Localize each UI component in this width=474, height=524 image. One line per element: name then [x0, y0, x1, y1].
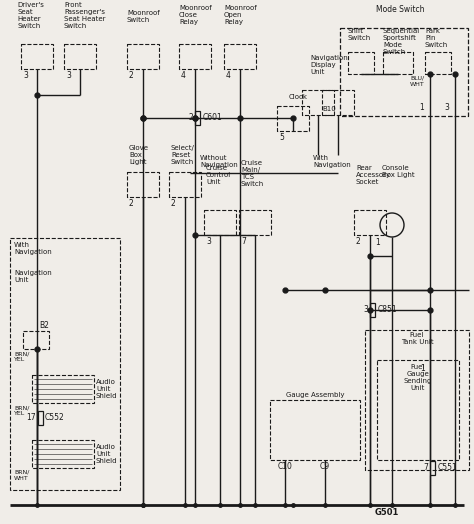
Text: G501: G501	[375, 508, 400, 517]
Text: Cruise
Control
Unit: Cruise Control Unit	[206, 165, 231, 185]
Text: BLU/
WHT: BLU/ WHT	[410, 76, 425, 87]
Bar	[64, 44, 96, 69]
Text: Without
Navigation: Without Navigation	[200, 155, 238, 168]
Bar	[348, 52, 374, 74]
Text: Sequential
Sportshift
Mode
Switch: Sequential Sportshift Mode Switch	[383, 28, 420, 55]
Text: Audio
Unit
Shield: Audio Unit Shield	[96, 444, 118, 464]
Text: C9: C9	[320, 462, 330, 471]
Text: BRN/
YEL: BRN/ YEL	[14, 351, 29, 362]
Bar	[354, 210, 386, 235]
Text: With
Navigation: With Navigation	[14, 242, 52, 255]
Text: Moonroof
Switch: Moonroof Switch	[127, 10, 160, 23]
Text: Driver's
Seat
Heater
Switch: Driver's Seat Heater Switch	[17, 2, 44, 29]
Bar	[179, 44, 211, 69]
Text: C551: C551	[438, 464, 457, 473]
Bar	[430, 461, 436, 475]
Text: Console
Box Light: Console Box Light	[382, 165, 415, 178]
Text: C10: C10	[278, 462, 293, 471]
Bar	[239, 210, 271, 235]
Bar	[425, 52, 451, 74]
Text: 3: 3	[23, 71, 28, 80]
Bar	[32, 375, 94, 403]
Text: C601: C601	[202, 114, 222, 123]
Bar	[340, 28, 468, 116]
Bar	[377, 360, 459, 460]
Text: Clock: Clock	[289, 94, 308, 100]
Text: Shift
Switch: Shift Switch	[348, 28, 371, 41]
Text: Navigation
Display
Unit: Navigation Display Unit	[310, 55, 348, 75]
Bar	[127, 172, 159, 197]
Text: C552: C552	[45, 413, 64, 422]
Bar	[127, 44, 159, 69]
Text: Rear
Accessory
Socket: Rear Accessory Socket	[356, 165, 391, 185]
Bar	[21, 44, 53, 69]
Text: C851: C851	[377, 305, 397, 314]
Text: Audio
Unit
Shield: Audio Unit Shield	[96, 379, 118, 399]
Text: 2: 2	[129, 199, 134, 208]
Bar	[32, 440, 94, 468]
Text: BRN/
YEL: BRN/ YEL	[14, 405, 29, 416]
Bar	[270, 400, 360, 460]
Text: 2: 2	[189, 114, 193, 123]
Text: 5: 5	[279, 133, 284, 142]
Text: 7: 7	[424, 464, 428, 473]
Text: Front
Passenger's
Seat Heater
Switch: Front Passenger's Seat Heater Switch	[64, 2, 106, 29]
Text: Select/
Reset
Switch: Select/ Reset Switch	[171, 145, 195, 165]
Bar	[371, 303, 375, 317]
Bar	[277, 106, 309, 131]
Text: 17: 17	[26, 413, 36, 422]
Text: 2: 2	[129, 71, 134, 80]
Bar	[322, 90, 354, 115]
Bar	[169, 172, 201, 197]
Text: 4: 4	[181, 71, 186, 80]
Text: B2: B2	[39, 321, 49, 330]
Text: 1: 1	[420, 364, 425, 373]
Text: 4: 4	[226, 71, 231, 80]
Text: Gauge Assembly: Gauge Assembly	[286, 392, 344, 398]
Text: 2: 2	[356, 237, 361, 246]
Text: BRN/
WHT: BRN/ WHT	[14, 470, 29, 481]
Text: Moonroof
Open
Relay: Moonroof Open Relay	[224, 5, 257, 25]
Text: 3: 3	[66, 71, 71, 80]
Text: Fuel
Gauge
Sending
Unit: Fuel Gauge Sending Unit	[404, 364, 432, 391]
Text: 7: 7	[241, 237, 246, 246]
Text: 1: 1	[419, 103, 424, 112]
Text: B10: B10	[322, 106, 336, 112]
Text: 1: 1	[375, 238, 380, 247]
Bar	[302, 90, 334, 115]
Text: Mode Switch: Mode Switch	[376, 5, 424, 14]
Bar	[23, 331, 49, 349]
Text: Glove
Box
Light: Glove Box Light	[129, 145, 149, 165]
Text: 3: 3	[206, 237, 211, 246]
Text: 2: 2	[171, 199, 176, 208]
Text: Cruise
Main/
TCS
Switch: Cruise Main/ TCS Switch	[241, 160, 264, 187]
Text: Fuel
Tank Unit: Fuel Tank Unit	[401, 332, 433, 345]
Text: 3: 3	[364, 305, 368, 314]
Text: 3: 3	[444, 103, 449, 112]
Bar	[10, 238, 120, 490]
Text: Moonroof
Close
Relay: Moonroof Close Relay	[179, 5, 212, 25]
Text: Navigation
Unit: Navigation Unit	[14, 270, 52, 283]
Bar	[224, 44, 256, 69]
Bar	[365, 330, 469, 470]
Bar	[37, 411, 43, 425]
Bar	[195, 111, 201, 125]
Text: With
Navigation: With Navigation	[313, 155, 351, 168]
Text: Park
Pin
Switch: Park Pin Switch	[425, 28, 448, 48]
Bar	[383, 52, 413, 74]
Bar	[204, 210, 236, 235]
